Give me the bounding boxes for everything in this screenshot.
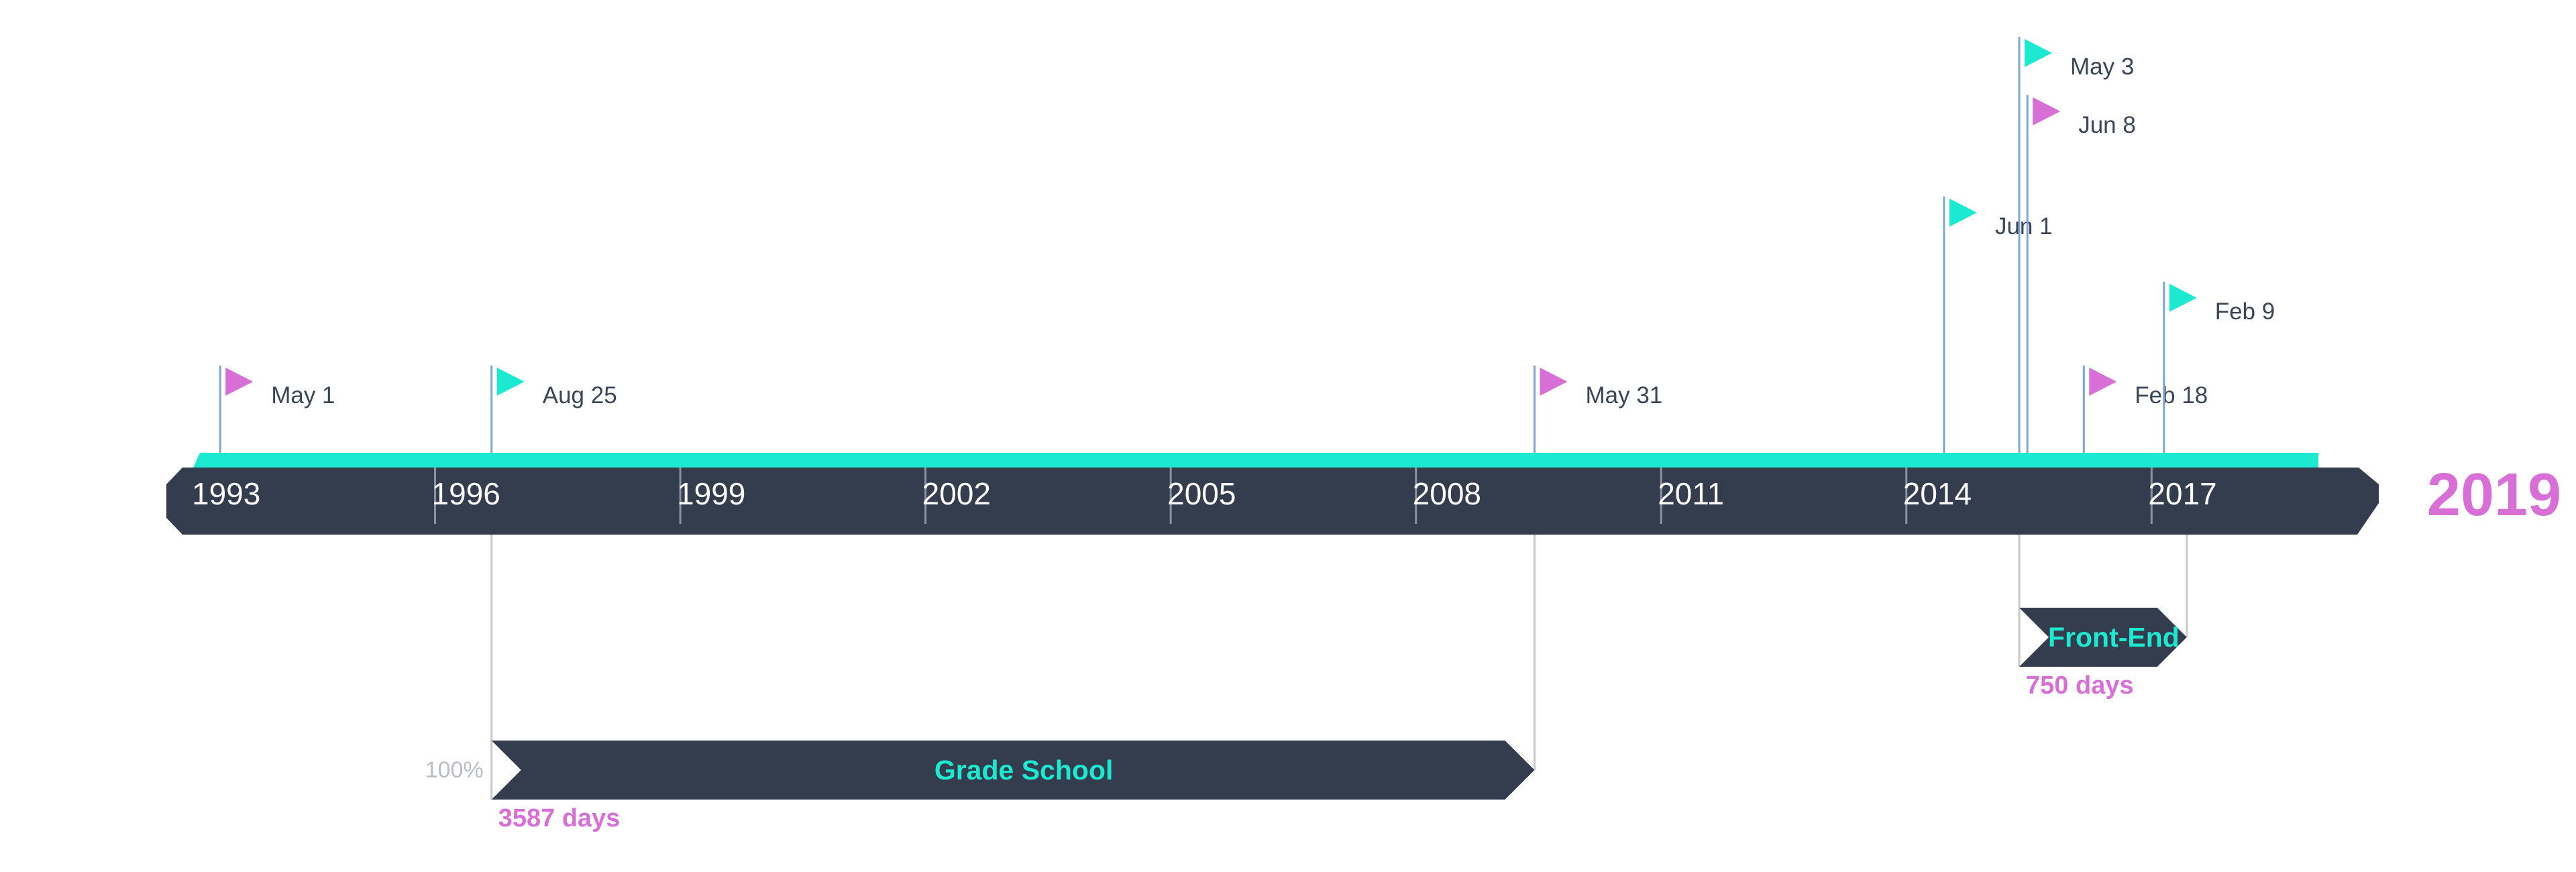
milestone-feb-9-2017[interactable]: Feb 9 (2164, 282, 2275, 453)
milestone-may-31-2009[interactable]: May 31 (1534, 366, 1662, 453)
flag-icon[interactable] (2089, 368, 2116, 396)
period-percent: 100% (425, 757, 484, 783)
milestone-label: May 3 (2070, 54, 2134, 80)
period-duration: 3587 days (498, 804, 621, 832)
year-label: 2005 (1167, 476, 1236, 511)
year-label: 1996 (432, 476, 500, 511)
year-label: 2014 (1903, 476, 1972, 511)
period-label: Grade School (934, 755, 1114, 785)
year-label: 2011 (1658, 476, 1724, 511)
year-label: 2017 (2148, 476, 2216, 511)
flag-icon[interactable] (2025, 39, 2052, 67)
milestones: May 1 Aug 25 May 31 Jun 1 May 3 Jun 8 Feb 18 Fe… (220, 37, 2275, 453)
flag-icon[interactable] (1540, 368, 1567, 396)
flag-icon[interactable] (2033, 97, 2060, 125)
milestone-jun-8-2015[interactable]: Jun 8 (2027, 95, 2136, 453)
flag-icon[interactable] (2169, 284, 2197, 312)
periods: Grade School 3587 days 100% Front-End 750 da… (425, 535, 2187, 832)
flag-icon[interactable] (1949, 199, 1977, 227)
milestone-feb-18-2016[interactable]: Feb 18 (2084, 366, 2208, 453)
milestone-label: May 31 (1585, 382, 1662, 408)
year-label: 2008 (1413, 476, 1481, 511)
milestone-label: Feb 18 (2135, 382, 2208, 408)
milestone-label: Feb 9 (2215, 298, 2275, 325)
year-label: 1999 (677, 476, 745, 511)
progress-bar (193, 453, 2318, 468)
flag-icon[interactable] (497, 368, 525, 396)
year-label: 2002 (922, 476, 991, 511)
end-year-label: 2019 (2427, 461, 2561, 529)
milestone-jun-1-2014[interactable]: Jun 1 (1944, 197, 2053, 453)
milestone-label: Jun 8 (2078, 112, 2136, 138)
milestone-aug-25-1996[interactable]: Aug 25 (492, 366, 617, 453)
year-label: 1993 (192, 476, 260, 511)
milestone-may-1-1993[interactable]: May 1 (220, 366, 335, 453)
milestone-label: Jun 1 (1995, 213, 2053, 239)
period-grade-school[interactable]: Grade School 3587 days 100% (425, 535, 1535, 832)
period-label: Front-End (2048, 622, 2180, 653)
milestone-label: Aug 25 (543, 382, 617, 408)
period-duration: 750 days (2026, 671, 2134, 700)
milestone-label: May 1 (271, 382, 335, 408)
flag-icon[interactable] (225, 368, 253, 396)
period-front-end[interactable]: Front-End 750 days (2019, 535, 2187, 700)
